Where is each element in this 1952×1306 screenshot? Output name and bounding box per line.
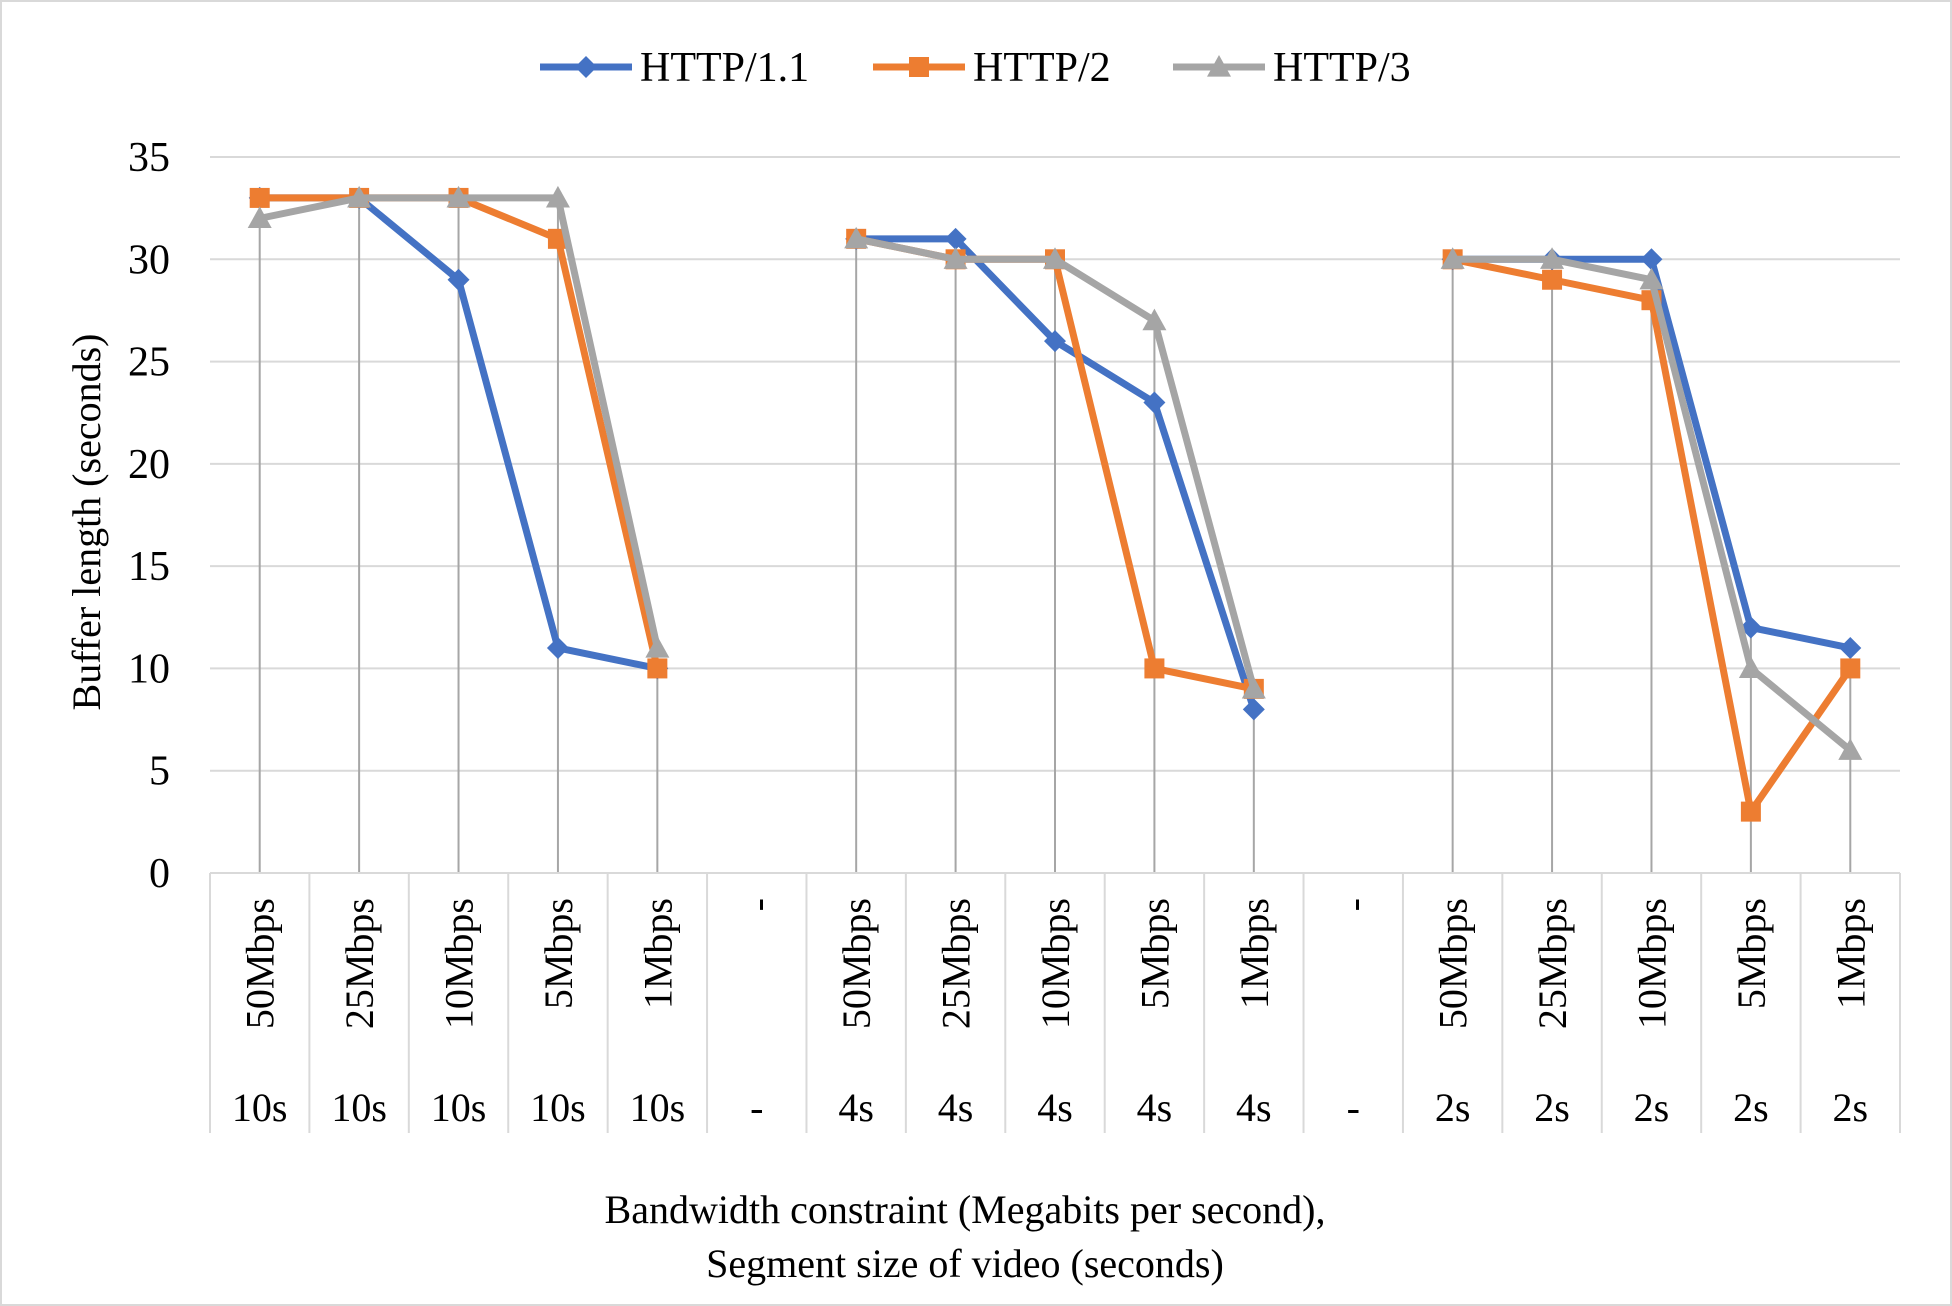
data-point: [446, 185, 471, 208]
x-tick-label-bandwidth: 50Mbps: [238, 898, 283, 1029]
data-point: [447, 268, 470, 291]
data-point: [1839, 636, 1862, 659]
x-tick-label-bandwidth: 1Mbps: [635, 898, 680, 1009]
data-point: [1540, 247, 1565, 269]
x-tick-label-segment: 10s: [530, 1085, 586, 1130]
data-point: [1044, 330, 1066, 353]
legend-label: HTTP/3: [1273, 45, 1411, 91]
y-tick-label: 20: [128, 442, 170, 488]
data-point: [1640, 248, 1663, 271]
x-tick-label-segment: 2s: [1634, 1085, 1670, 1130]
y-tick-label: 15: [128, 544, 170, 590]
data-point: [1740, 801, 1761, 822]
x-tick-label-bandwidth: 50Mbps: [834, 898, 879, 1029]
y-tick-label: 25: [128, 340, 170, 386]
legend-item: HTTP/2: [873, 45, 1111, 91]
axes: 0 5 10 15 20 25 30 35 50Mbps 10s 25Mbps 10s 10Mbps 10…: [128, 135, 1901, 1133]
x-tick-label-segment: 2s: [1534, 1085, 1570, 1130]
data-point: [844, 226, 869, 249]
data-point: [1440, 247, 1465, 269]
x-tick-label-bandwidth: 10Mbps: [437, 898, 482, 1029]
legend-item: HTTP/3: [1173, 45, 1411, 91]
y-tick-label: 30: [128, 237, 170, 283]
data-point: [1143, 391, 1166, 414]
data-point: [943, 247, 968, 269]
x-tick-label-segment: 2s: [1733, 1085, 1769, 1130]
legend-marker: [575, 56, 597, 78]
x-tick-label-bandwidth: 25Mbps: [1530, 898, 1575, 1029]
x-tick-label-segment: 10s: [331, 1085, 387, 1130]
x-axis-title-line-2: Segment size of video (seconds): [706, 1241, 1224, 1286]
x-axis-title-line-1: Bandwidth constraint (Megabits per secon…: [605, 1187, 1326, 1232]
x-tick-label-segment: 4s: [838, 1085, 874, 1130]
x-tick-label-bandwidth: 5Mbps: [1729, 898, 1774, 1009]
x-tick-label-bandwidth: 1Mbps: [1232, 898, 1277, 1009]
data-point: [1639, 267, 1664, 290]
x-tick-label-bandwidth: -: [1331, 898, 1376, 911]
data-point: [546, 636, 569, 659]
x-tick-label-bandwidth: 10Mbps: [1629, 898, 1674, 1029]
x-tick-label-segment: -: [1347, 1085, 1360, 1130]
y-tick-label: 35: [128, 135, 170, 181]
data-point: [249, 187, 270, 208]
series-HTTP/3: [247, 185, 1863, 760]
legend-label: HTTP/2: [973, 45, 1111, 91]
data-point: [944, 227, 967, 250]
x-tick-label-segment: 10s: [630, 1085, 686, 1130]
data-point: [1142, 308, 1167, 331]
x-tick-label-bandwidth: 50Mbps: [1431, 898, 1476, 1029]
data-point: [1242, 698, 1265, 721]
x-tick-label-segment: -: [750, 1085, 763, 1130]
data-point: [1043, 247, 1067, 269]
legend-label: HTTP/1.1: [640, 45, 809, 91]
legend-marker: [909, 57, 929, 77]
x-tick-label-segment: 4s: [938, 1085, 974, 1130]
data-point: [1144, 658, 1165, 679]
x-tick-label-segment: 2s: [1435, 1085, 1471, 1130]
legend-item: HTTP/1.1: [540, 45, 809, 91]
y-tick-label: 0: [149, 851, 170, 897]
data-point: [545, 185, 570, 208]
x-tick-label-bandwidth: 5Mbps: [1132, 898, 1177, 1009]
legend: HTTP/1.1 HTTP/2 HTTP/3: [540, 45, 1411, 91]
x-tick-label-segment: 4s: [1236, 1085, 1272, 1130]
legend-marker: [1207, 55, 1231, 77]
y-tick-label: 5: [149, 749, 170, 795]
x-tick-label-bandwidth: -: [735, 898, 780, 911]
data-point: [347, 185, 372, 208]
data-point: [1241, 676, 1266, 699]
y-tick-label: 10: [128, 646, 170, 692]
x-tick-label-segment: 4s: [1137, 1085, 1173, 1130]
data-point: [1542, 269, 1563, 290]
x-tick-label-bandwidth: 5Mbps: [536, 898, 581, 1009]
x-tick-label-bandwidth: 10Mbps: [1033, 898, 1078, 1029]
x-tick-label-segment: 2s: [1833, 1085, 1869, 1130]
x-tick-label-bandwidth: 1Mbps: [1828, 898, 1873, 1009]
drop-lines: [258, 197, 1852, 873]
data-point: [1738, 656, 1763, 679]
series: [247, 185, 1863, 822]
x-tick-label-bandwidth: 25Mbps: [934, 898, 979, 1029]
data-point: [647, 658, 668, 679]
data-point: [247, 206, 272, 228]
x-tick-label-bandwidth: 25Mbps: [337, 898, 382, 1029]
data-point: [1838, 738, 1863, 760]
data-point: [645, 635, 670, 658]
x-tick-label-segment: 10s: [431, 1085, 487, 1130]
y-axis-title: Buffer length (seconds): [64, 334, 109, 711]
x-tick-label-segment: 4s: [1037, 1085, 1073, 1130]
data-point: [1840, 658, 1861, 679]
x-tick-label-segment: 10s: [232, 1085, 288, 1130]
